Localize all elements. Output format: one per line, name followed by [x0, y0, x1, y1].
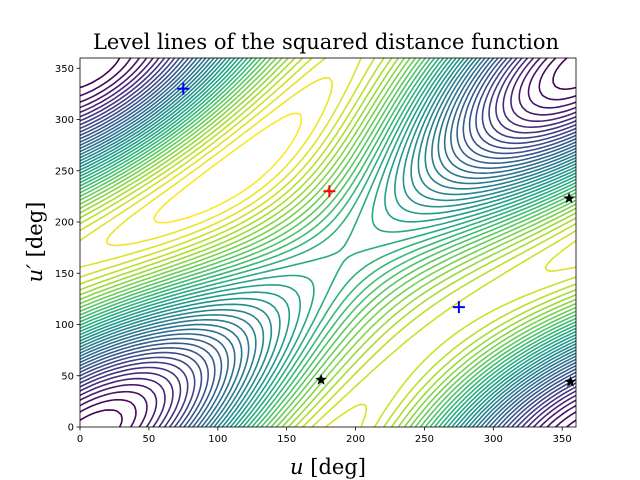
x-tick-label: 50	[143, 434, 156, 445]
saddle-star-marker	[563, 192, 575, 204]
y-tick-label: 200	[55, 218, 74, 229]
contour-level	[80, 58, 576, 427]
x-tick-label: 200	[346, 434, 365, 445]
contour-level	[80, 58, 576, 427]
contour-level	[80, 58, 576, 427]
contour-level	[80, 58, 576, 427]
contour-level	[80, 58, 576, 427]
contour-level	[80, 58, 576, 427]
contour-level	[80, 58, 576, 427]
x-tick-label: 0	[77, 434, 83, 445]
contour-level	[80, 58, 576, 427]
contour-level	[80, 58, 576, 427]
contour-lines	[80, 58, 576, 427]
y-tick-label: 50	[61, 371, 74, 382]
y-tick-label: 0	[68, 423, 74, 434]
contour-level	[80, 58, 576, 427]
y-axis-label: u′ [deg]	[23, 202, 47, 283]
contour-level	[80, 58, 576, 427]
y-tick-label: 350	[55, 64, 74, 75]
contour-level	[153, 112, 303, 224]
saddle-star-marker	[564, 375, 577, 387]
maximum-plus-marker	[323, 185, 336, 198]
y-tick-label: 300	[55, 115, 74, 126]
contour-level	[80, 58, 576, 427]
y-axis-ticks: 0 50 100 150 200 250 300 350	[55, 64, 80, 434]
plot-frame	[79, 57, 577, 428]
chart-title: Level lines of the squared distance func…	[93, 30, 559, 54]
contour-level	[80, 58, 576, 427]
contour-level	[80, 58, 576, 427]
x-axis-ticks: 0 50 100 150 200 250 300 350	[77, 427, 572, 445]
saddle-star-marker	[315, 373, 327, 385]
contour-level	[80, 58, 576, 427]
contour-level	[105, 77, 333, 247]
y-tick-label: 250	[55, 166, 74, 177]
x-axis-label: u [deg]	[290, 455, 366, 479]
contour-level	[80, 58, 576, 427]
contour-level	[80, 58, 576, 427]
contour-level	[80, 58, 576, 427]
contour-level	[80, 58, 576, 427]
y-tick-label: 150	[55, 269, 74, 280]
markers	[177, 82, 577, 387]
contour-level	[80, 58, 576, 427]
contour-level	[80, 58, 576, 427]
x-tick-label: 250	[415, 434, 434, 445]
contour-level	[80, 58, 576, 427]
contour-level	[80, 58, 576, 427]
x-tick-label: 100	[208, 434, 227, 445]
contour-level	[80, 58, 576, 427]
contour-level	[80, 58, 576, 427]
minimum-plus-marker	[452, 301, 465, 314]
contour-level	[80, 58, 576, 427]
x-tick-label: 150	[277, 434, 296, 445]
y-tick-label: 100	[55, 320, 74, 331]
contour-level	[80, 58, 576, 427]
minimum-plus-marker	[177, 82, 190, 95]
x-tick-label: 300	[484, 434, 503, 445]
contour-level	[80, 58, 576, 427]
contour-level	[80, 58, 576, 427]
contour-level	[80, 58, 576, 427]
x-tick-label: 350	[553, 434, 572, 445]
contour-level	[80, 58, 576, 427]
